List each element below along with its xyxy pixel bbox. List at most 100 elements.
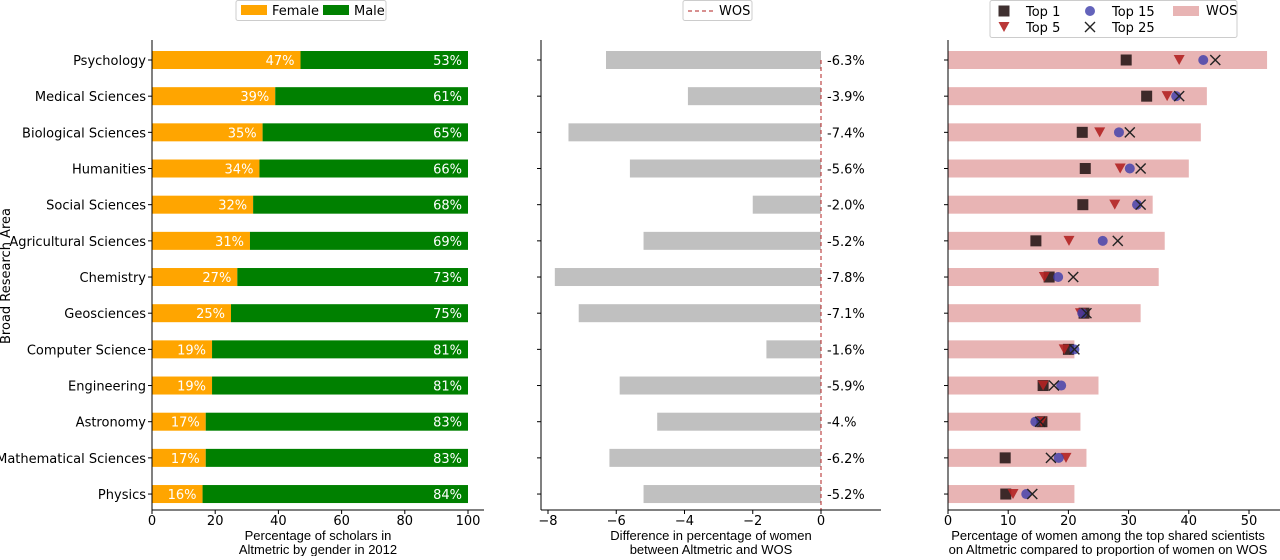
x-tick-label: −4 — [675, 514, 694, 529]
data-label-female: 17% — [171, 416, 200, 431]
data-label-male: 68% — [433, 199, 462, 214]
x-tick-label: −8 — [538, 514, 557, 529]
marker-top-5 — [1060, 452, 1072, 463]
bar-male — [205, 448, 468, 467]
data-label-male: 66% — [433, 163, 462, 178]
x-tick-label: 40 — [1181, 514, 1198, 529]
bar-difference — [629, 159, 821, 178]
bar-wos — [948, 51, 1268, 69]
data-label-difference: -5.2% — [827, 235, 865, 250]
data-label-female: 39% — [240, 90, 269, 105]
x-tick-label: 10 — [1000, 514, 1017, 529]
marker-top-15 — [1030, 416, 1041, 427]
data-label-female: 31% — [215, 235, 244, 250]
data-label-difference: -7.4% — [827, 126, 865, 141]
x-axis-label: Altmetric by gender in 2012 — [239, 542, 397, 556]
bar-male — [249, 231, 468, 250]
data-label-difference: -5.6% — [827, 163, 865, 178]
marker-top-1 — [1000, 488, 1012, 500]
x-tick-label: −2 — [743, 514, 762, 529]
data-label-male: 83% — [433, 452, 462, 467]
marker-top-1 — [1030, 235, 1042, 247]
legend-swatch-female — [241, 5, 267, 15]
y-tick-label: Geosciences — [64, 307, 146, 322]
x-axis-label: between Altmetric and WOS — [630, 542, 793, 556]
data-label-male: 81% — [433, 380, 462, 395]
marker-top-5 — [1109, 199, 1121, 210]
data-label-female: 35% — [228, 126, 257, 141]
legend-label-top-25: Top 25 — [1111, 21, 1155, 36]
legend-marker-top-15 — [1085, 6, 1095, 16]
marker-top-15 — [1124, 163, 1135, 174]
data-label-difference: -7.1% — [827, 307, 865, 322]
marker-top-25 — [1173, 90, 1185, 102]
bar-male — [202, 485, 468, 504]
x-axis-label: Percentage of women among the top shared… — [951, 528, 1265, 543]
bar-male — [237, 268, 468, 287]
bar-difference — [752, 195, 821, 214]
marker-top-1 — [1079, 163, 1091, 175]
marker-top-25 — [1045, 452, 1057, 464]
data-label-difference: -3.9% — [827, 90, 865, 105]
marker-top-25 — [1124, 126, 1136, 138]
bar-difference — [554, 268, 821, 287]
bar-female — [152, 412, 206, 431]
data-label-male: 53% — [433, 54, 462, 69]
marker-top-15 — [1056, 380, 1067, 391]
data-label-difference: -5.2% — [827, 488, 865, 503]
bar-wos — [948, 448, 1087, 467]
x-tick-label: 0 — [817, 514, 825, 529]
x-tick-label: 50 — [1241, 514, 1258, 529]
data-label-difference: -6.3% — [827, 54, 865, 69]
marker-top-15 — [1132, 199, 1143, 210]
data-label-female: 16% — [168, 488, 197, 503]
data-label-difference: -2.0% — [827, 199, 865, 214]
marker-top-5 — [1038, 272, 1050, 283]
y-tick-label: Astronomy — [76, 416, 147, 431]
bar-male — [262, 123, 468, 142]
y-tick-label: Mathematical Sciences — [0, 452, 146, 467]
bar-difference — [643, 485, 821, 504]
legend-label-top-1: Top 1 — [1025, 5, 1060, 20]
x-tick-label: 30 — [1120, 514, 1137, 529]
data-label-male: 75% — [433, 307, 462, 322]
x-tick-label: 40 — [270, 514, 287, 529]
bar-difference — [609, 448, 821, 467]
data-label-female: 19% — [177, 380, 206, 395]
x-axis-label: on Altmetric compared to proportion of w… — [949, 542, 1268, 556]
bar-wos — [948, 231, 1165, 250]
bar-male — [253, 195, 468, 214]
marker-top-15 — [1053, 272, 1064, 283]
marker-top-15 — [1171, 91, 1182, 102]
data-label-difference: -7.8% — [827, 271, 865, 286]
y-tick-label: Computer Science — [27, 343, 146, 358]
data-label-male: 73% — [433, 271, 462, 286]
marker-top-5 — [1114, 163, 1126, 174]
data-label-male: 61% — [433, 90, 462, 105]
bar-male — [212, 340, 468, 359]
bar-female — [152, 376, 213, 395]
y-tick-label: Psychology — [73, 54, 146, 69]
x-tick-label: 20 — [1060, 514, 1077, 529]
marker-top-5 — [1007, 489, 1019, 500]
marker-top-1 — [1062, 343, 1074, 355]
legend-swatch-male — [323, 5, 349, 15]
marker-top-15 — [1053, 452, 1064, 463]
y-axis-label: Broad Research Area — [0, 208, 14, 344]
bar-difference — [687, 87, 821, 106]
marker-top-15 — [1198, 55, 1209, 65]
bar-female — [152, 51, 301, 69]
y-tick-label: Engineering — [68, 380, 146, 395]
legend-marker-top-5 — [998, 22, 1010, 32]
legend-label-wos: WOS — [719, 4, 750, 19]
data-label-male: 83% — [433, 416, 462, 431]
y-tick-label: Medical Sciences — [35, 90, 146, 105]
marker-top-25 — [1135, 163, 1147, 175]
y-tick-label: Physics — [98, 488, 146, 503]
marker-top-1 — [1077, 199, 1089, 211]
bar-difference — [578, 304, 821, 323]
legend-marker-top-25 — [1084, 21, 1096, 33]
bar-wos — [948, 123, 1201, 142]
bar-difference — [568, 123, 821, 142]
